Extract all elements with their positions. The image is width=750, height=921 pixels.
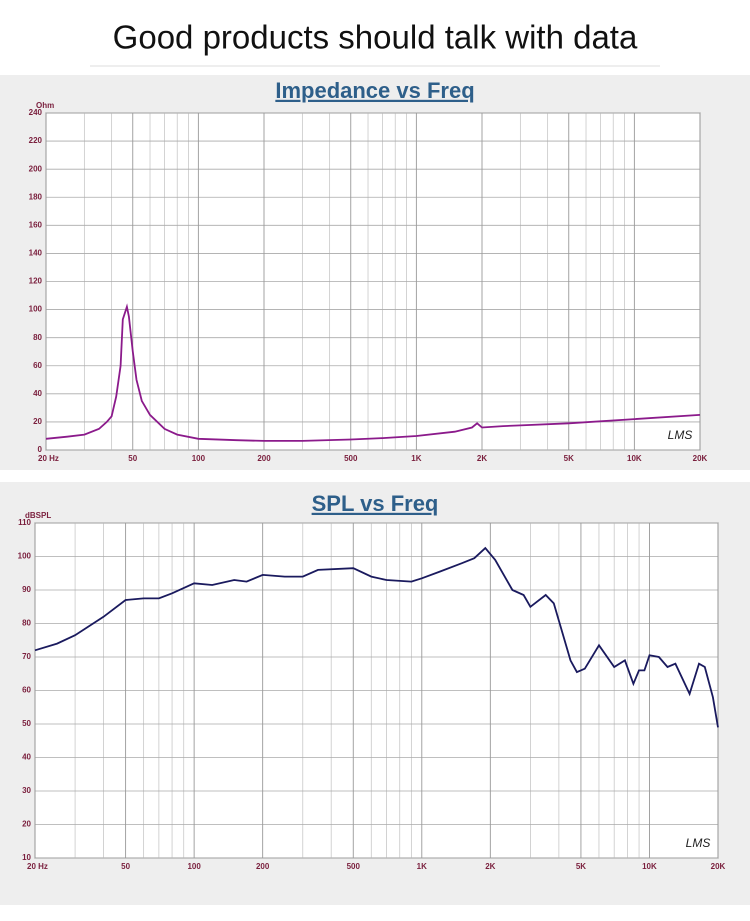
y-tick-label: 40 bbox=[33, 389, 42, 398]
chart-title: SPL vs Freq bbox=[312, 491, 439, 516]
y-tick-label: 20 bbox=[33, 417, 42, 426]
y-tick-label: 60 bbox=[22, 686, 31, 695]
y-axis-label: Ohm bbox=[36, 101, 54, 110]
x-tick-label: 20 Hz bbox=[27, 862, 48, 871]
y-tick-label: 180 bbox=[29, 192, 43, 201]
y-tick-label: 20 bbox=[22, 820, 31, 829]
y-tick-label: 80 bbox=[22, 619, 31, 628]
y-tick-label: 30 bbox=[22, 786, 31, 795]
x-tick-label: 2K bbox=[485, 862, 495, 871]
y-tick-label: 220 bbox=[29, 136, 43, 145]
curve bbox=[34, 546, 719, 728]
y-tick-label: 40 bbox=[22, 753, 31, 762]
y-tick-label: 120 bbox=[29, 277, 43, 286]
x-tick-label: 500 bbox=[347, 862, 361, 871]
y-tick-label: 100 bbox=[29, 305, 43, 314]
x-tick-label: 5K bbox=[576, 862, 586, 871]
x-tick-label: 20K bbox=[711, 862, 726, 871]
x-tick-label: 10K bbox=[642, 862, 657, 871]
y-tick-label: 140 bbox=[29, 249, 43, 258]
x-tick-label: 1K bbox=[417, 862, 427, 871]
y-tick-label: 90 bbox=[22, 585, 31, 594]
x-tick-label: 20 Hz bbox=[38, 454, 59, 463]
y-tick-label: 80 bbox=[33, 333, 42, 342]
x-tick-label: 100 bbox=[187, 862, 201, 871]
x-tick-label: 10K bbox=[627, 454, 642, 463]
y-tick-label: 60 bbox=[33, 361, 42, 370]
x-tick-label: 500 bbox=[344, 454, 358, 463]
y-axis-label: dBSPL bbox=[25, 511, 51, 520]
y-tick-label: 240 bbox=[29, 108, 43, 117]
y-tick-label: 100 bbox=[18, 552, 32, 561]
x-tick-label: 200 bbox=[256, 862, 270, 871]
y-tick-label: 50 bbox=[22, 719, 31, 728]
annotation: LMS bbox=[668, 428, 693, 442]
x-tick-label: 100 bbox=[192, 454, 206, 463]
chart-title: Impedance vs Freq bbox=[275, 78, 474, 103]
x-tick-label: 200 bbox=[257, 454, 271, 463]
y-tick-label: 70 bbox=[22, 652, 31, 661]
y-tick-label: 110 bbox=[18, 518, 31, 527]
curve bbox=[45, 303, 701, 442]
x-tick-label: 2K bbox=[477, 454, 487, 463]
x-tick-label: 5K bbox=[564, 454, 574, 463]
y-tick-label: 10 bbox=[22, 853, 31, 862]
x-tick-label: 20K bbox=[693, 454, 708, 463]
x-tick-label: 50 bbox=[121, 862, 130, 871]
y-tick-label: 0 bbox=[38, 445, 43, 454]
x-tick-label: 50 bbox=[128, 454, 137, 463]
y-tick-label: 200 bbox=[29, 164, 43, 173]
x-tick-label: 1K bbox=[411, 454, 421, 463]
page-title: Good products should talk with data bbox=[113, 19, 638, 56]
annotation: LMS bbox=[686, 836, 711, 850]
y-tick-label: 160 bbox=[29, 220, 43, 229]
